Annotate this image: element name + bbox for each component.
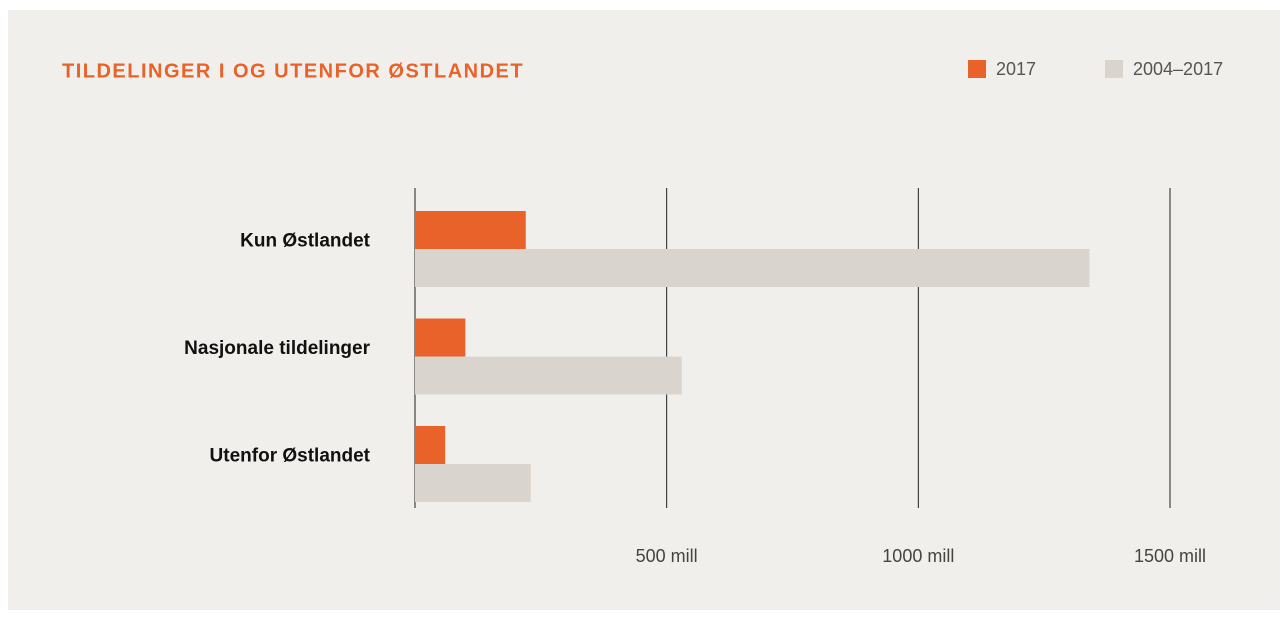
- x-tick-label: 500 mill: [636, 546, 698, 566]
- bar: [415, 211, 526, 249]
- background: [8, 10, 1280, 610]
- x-tick-label: 1000 mill: [882, 546, 954, 566]
- legend-label: 2017: [996, 59, 1036, 79]
- bar: [415, 356, 682, 395]
- y-tick-label: Nasjonale tildelinger: [184, 338, 370, 359]
- bar: [415, 249, 1090, 287]
- y-tick-label: Kun Østlandet: [240, 230, 371, 251]
- bar: [415, 464, 531, 502]
- bar: [415, 318, 466, 357]
- legend-swatch: [1105, 60, 1123, 78]
- bar: [415, 426, 446, 464]
- y-tick-label: Utenfor Østlandet: [210, 445, 371, 466]
- legend-label: 2004–2017: [1133, 59, 1223, 79]
- x-tick-label: 1500 mill: [1134, 546, 1206, 566]
- chart-title: TILDELINGER I OG UTENFOR ØSTLANDET: [62, 60, 524, 82]
- legend-swatch: [968, 60, 986, 78]
